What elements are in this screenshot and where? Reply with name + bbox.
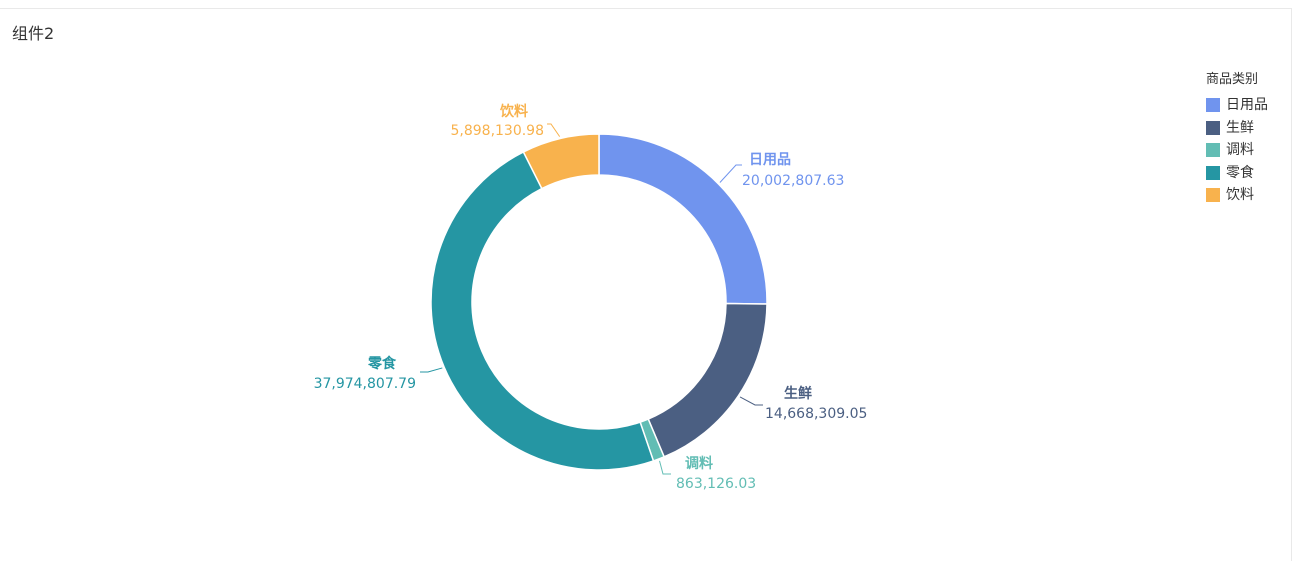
slice-label-value-1: 14,668,309.05 bbox=[765, 406, 867, 422]
legend-label-0: 日用品 bbox=[1226, 97, 1268, 114]
legend-items: 日用品生鲜调料零食饮料 bbox=[1206, 94, 1268, 207]
leader-line-2 bbox=[659, 460, 671, 475]
slice-label-name-3: 零食 bbox=[367, 355, 397, 372]
legend-label-4: 饮料 bbox=[1226, 187, 1254, 204]
legend-item-1[interactable]: 生鲜 bbox=[1206, 117, 1268, 140]
slice-label-name-0: 日用品 bbox=[749, 152, 791, 168]
legend-item-0[interactable]: 日用品 bbox=[1206, 94, 1268, 117]
slice-label-name-1: 生鲜 bbox=[784, 385, 812, 402]
legend-swatch-3 bbox=[1206, 165, 1220, 180]
legend-item-3[interactable]: 零食 bbox=[1206, 162, 1268, 185]
chart-card bbox=[0, 8, 1292, 561]
legend-swatch-1 bbox=[1206, 120, 1220, 135]
legend-item-4[interactable]: 饮料 bbox=[1206, 184, 1268, 207]
slice-label-value-3: 37,974,807.79 bbox=[314, 376, 416, 392]
slice-label-name-4: 饮料 bbox=[499, 103, 528, 120]
component-title: 组件2 bbox=[12, 24, 55, 43]
legend-label-2: 调料 bbox=[1226, 142, 1254, 159]
leader-line-3 bbox=[420, 367, 443, 373]
donut-slice-3[interactable] bbox=[430, 150, 655, 471]
legend-item-2[interactable]: 调料 bbox=[1206, 139, 1268, 162]
slice-label-value-2: 863,126.03 bbox=[676, 476, 756, 492]
donut-slice-0[interactable] bbox=[598, 133, 768, 305]
leader-line-4 bbox=[547, 123, 561, 137]
slice-label-name-2: 调料 bbox=[685, 455, 713, 472]
legend-swatch-2 bbox=[1206, 143, 1220, 158]
legend: 商品类别 日用品生鲜调料零食饮料 bbox=[1206, 72, 1268, 207]
legend-swatch-4 bbox=[1206, 188, 1220, 203]
leader-line-0 bbox=[719, 164, 742, 183]
legend-swatch-0 bbox=[1206, 98, 1220, 113]
leader-line-1 bbox=[739, 396, 763, 406]
donut-slice-4[interactable] bbox=[522, 133, 600, 190]
legend-label-3: 零食 bbox=[1226, 164, 1254, 181]
legend-label-1: 生鲜 bbox=[1226, 119, 1254, 136]
donut-slice-1[interactable] bbox=[647, 302, 768, 458]
slice-label-value-4: 5,898,130.98 bbox=[450, 123, 544, 139]
legend-title: 商品类别 bbox=[1206, 72, 1259, 87]
slice-label-value-0: 20,002,807.63 bbox=[742, 173, 844, 189]
